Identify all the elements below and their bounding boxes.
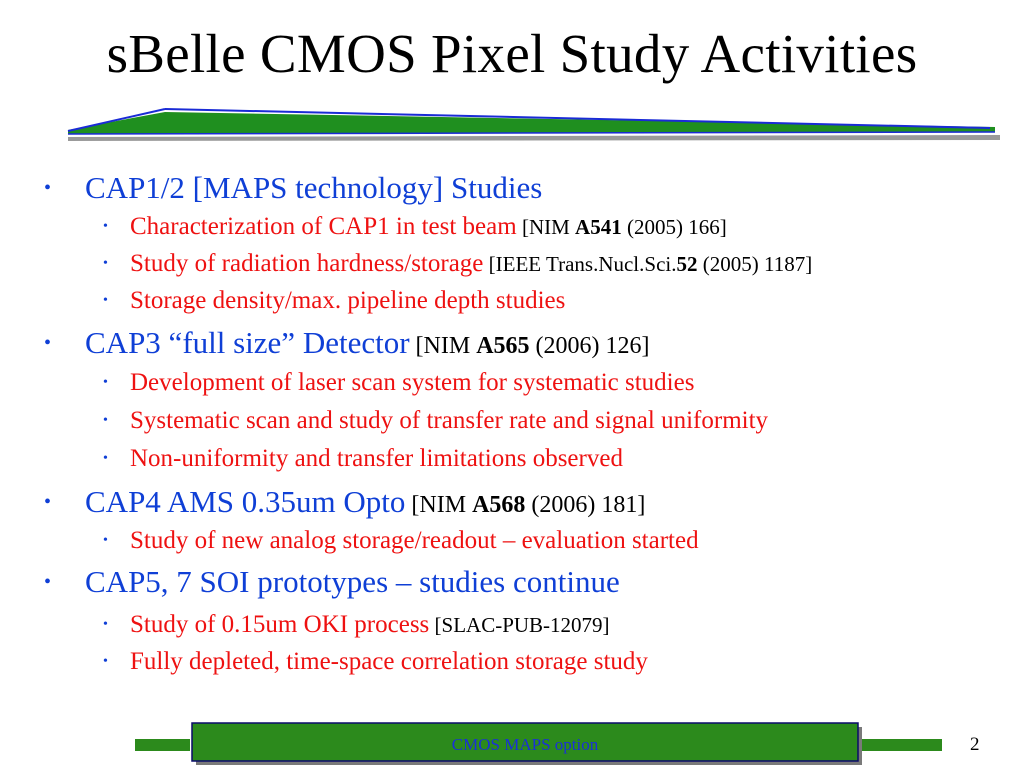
reference-suffix: (2005) 1187]	[697, 252, 813, 276]
sub-bullet-item: Development of laser scan system for sys…	[130, 368, 694, 398]
sub-bullet-icon: •	[103, 451, 108, 466]
sub-bullet-text: Non-uniformity and transfer limitations …	[130, 445, 623, 472]
sub-bullet-icon: •	[103, 256, 108, 271]
sub-bullet-text: Systematic scan and study of transfer ra…	[130, 407, 769, 434]
sub-bullet-icon: •	[103, 375, 108, 390]
sub-bullet-text: Study of new analog storage/readout – ev…	[130, 527, 699, 554]
sub-bullet-icon: •	[103, 654, 108, 669]
bullet-item: CAP3 “full size” Detector [NIM A565 (200…	[85, 325, 650, 364]
bullet-item: CAP1/2 [MAPS technology] Studies	[85, 170, 542, 206]
bullet-text: CAP3 “full size” Detector	[85, 325, 410, 360]
reference-citation: [NIM A541 (2005) 166]	[517, 215, 727, 239]
reference-volume: A541	[575, 215, 622, 239]
sub-bullet-icon: •	[103, 533, 108, 548]
reference-volume: A565	[476, 333, 530, 359]
footer-label: CMOS MAPS option	[451, 735, 599, 754]
sub-bullet-item: Fully depleted, time-space correlation s…	[130, 647, 648, 677]
page-number: 2	[970, 734, 980, 755]
sub-bullet-icon: •	[103, 219, 108, 234]
sub-bullet-item: Study of radiation hardness/storage [IEE…	[130, 249, 812, 279]
bullet-item: CAP4 AMS 0.35um Opto [NIM A568 (2006) 18…	[85, 484, 645, 523]
sub-bullet-icon: •	[103, 293, 108, 308]
bullet-icon: •	[44, 332, 52, 354]
sub-bullet-text: Fully depleted, time-space correlation s…	[130, 648, 648, 675]
sub-bullet-text: Study of 0.15um OKI process	[130, 611, 430, 638]
bullet-icon: •	[44, 491, 52, 513]
sub-bullet-item: Systematic scan and study of transfer ra…	[130, 406, 768, 436]
reference-citation: [NIM A565 (2006) 126]	[410, 333, 650, 359]
reference-prefix: [SLAC-PUB-12079]	[429, 613, 610, 637]
reference-suffix: (2006) 126]	[529, 333, 650, 359]
sub-bullet-text: Study of radiation hardness/storage	[130, 250, 484, 277]
bullet-item: CAP5, 7 SOI prototypes – studies continu…	[85, 564, 620, 600]
reference-volume: A568	[472, 492, 526, 518]
bullet-icon: •	[44, 571, 52, 593]
reference-prefix: [NIM	[409, 333, 477, 359]
sub-bullet-item: Study of 0.15um OKI process [SLAC-PUB-12…	[130, 610, 610, 640]
reference-prefix: [IEEE Trans.Nucl.Sci.	[483, 252, 677, 276]
sub-bullet-text: Characterization of CAP1 in test beam	[130, 213, 517, 240]
reference-suffix: (2005) 166]	[621, 215, 727, 239]
reference-prefix: [NIM	[516, 215, 576, 239]
sub-bullet-text: Development of laser scan system for sys…	[130, 369, 695, 396]
sub-bullet-item: Storage density/max. pipeline depth stud…	[130, 286, 565, 316]
sub-bullet-item: Study of new analog storage/readout – ev…	[130, 526, 699, 556]
reference-citation: [SLAC-PUB-12079]	[429, 613, 610, 637]
sub-bullet-item: Non-uniformity and transfer limitations …	[130, 444, 623, 474]
slide-title: sBelle CMOS Pixel Study Activities	[106, 23, 918, 84]
reference-citation: [NIM A568 (2006) 181]	[405, 492, 645, 518]
bullet-text: CAP4 AMS 0.35um Opto	[85, 484, 406, 519]
reference-citation: [IEEE Trans.Nucl.Sci.52 (2005) 1187]	[483, 252, 813, 276]
bullet-icon: •	[44, 177, 52, 199]
bullet-text: CAP1/2 [MAPS technology] Studies	[85, 170, 543, 205]
bullet-text: CAP5, 7 SOI prototypes – studies continu…	[85, 564, 620, 599]
title-underline-rule	[67, 108, 1000, 141]
reference-volume: 52	[676, 252, 698, 276]
reference-suffix: (2006) 181]	[525, 492, 646, 518]
sub-bullet-item: Characterization of CAP1 in test beam [N…	[130, 212, 727, 242]
sub-bullet-icon: •	[103, 413, 108, 428]
sub-bullet-text: Storage density/max. pipeline depth stud…	[130, 287, 566, 314]
reference-prefix: [NIM	[405, 492, 473, 518]
sub-bullet-icon: •	[103, 617, 108, 632]
